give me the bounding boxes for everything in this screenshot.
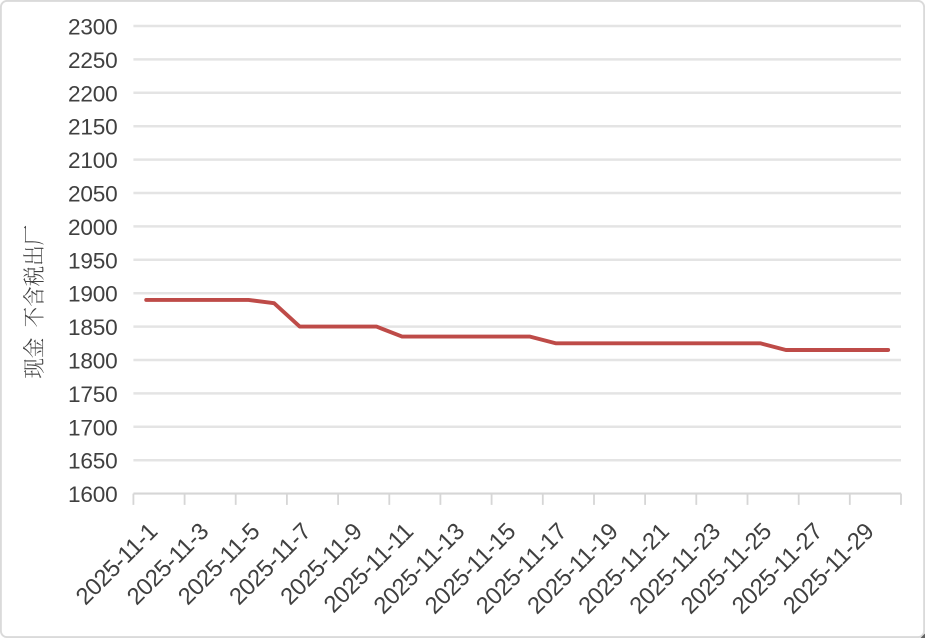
- svg-text:1850: 1850: [68, 315, 117, 340]
- svg-text:1650: 1650: [68, 449, 117, 474]
- svg-text:1600: 1600: [68, 482, 117, 507]
- svg-text:2200: 2200: [68, 81, 117, 106]
- svg-text:1700: 1700: [68, 415, 117, 440]
- svg-text:2050: 2050: [68, 182, 117, 207]
- svg-text:1800: 1800: [68, 349, 117, 374]
- svg-text:1900: 1900: [68, 282, 117, 307]
- svg-text:2250: 2250: [68, 48, 117, 73]
- svg-text:2300: 2300: [68, 15, 117, 40]
- svg-text:1750: 1750: [68, 382, 117, 407]
- svg-text:2000: 2000: [68, 215, 117, 240]
- svg-text:2150: 2150: [68, 115, 117, 140]
- svg-text:1950: 1950: [68, 248, 117, 273]
- svg-text:2100: 2100: [68, 148, 117, 173]
